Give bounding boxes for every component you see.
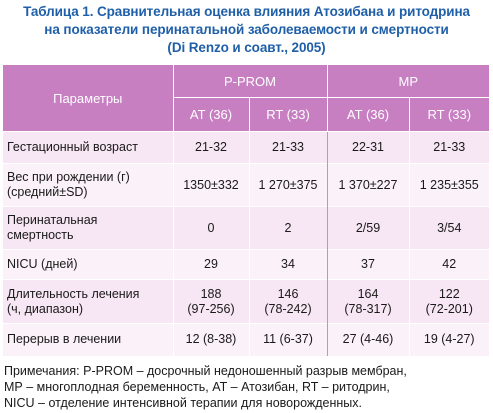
- cell-value: 21-33: [433, 140, 466, 154]
- cell-value: 3/54: [437, 220, 462, 235]
- cell-value: 37: [361, 257, 375, 271]
- header-sub: RT (33): [408, 97, 489, 132]
- header-group-pprom: P-PROM: [172, 65, 327, 98]
- table-row: Перерыв в лечении 12 (8-38) 11 (6-37) 27 (4…: [3, 323, 489, 356]
- cell-value: 0: [207, 220, 215, 235]
- data-table: Параметры P-PROM МР AT (36) RT (33) AT (…: [3, 65, 489, 356]
- row-label-line: (ч, диапазон): [7, 301, 84, 316]
- cell-value: 27 (4-46): [342, 332, 394, 347]
- table-cell: 1 270±375: [248, 163, 327, 207]
- row-label: Длительность лечения (ч, диапазон): [3, 279, 173, 324]
- cell-value: 19 (4-27): [423, 332, 475, 347]
- cell-value: 2: [284, 220, 292, 235]
- table-cell: 27 (4-46): [326, 323, 409, 356]
- footnote-line: NICU – отделение интенсивной терапии для…: [4, 396, 363, 410]
- table-row: Вес при рождении (г) (средний±SD) 1350±332…: [3, 163, 489, 207]
- cell-value: (72-201): [425, 301, 473, 316]
- row-label-line: (средний±SD): [7, 185, 88, 199]
- table-cell: 122 (72-201): [408, 279, 489, 324]
- cell-value: 11 (6-37): [263, 332, 313, 347]
- cell-value: 1 370±227: [338, 177, 398, 192]
- row-label-line: Гестационный возраст: [7, 140, 138, 154]
- header-row-groups: Параметры P-PROM МР: [3, 65, 489, 132]
- row-label: Гестационный возраст: [3, 131, 173, 164]
- cell-value: (97-256): [187, 301, 235, 316]
- header-sub: AT (36): [172, 97, 249, 132]
- cell-value: 1 270±375: [258, 177, 318, 192]
- cell-value: 12 (8-38): [185, 332, 237, 347]
- cell-value: 122: [438, 286, 460, 301]
- table-cell: 146 (78-242): [248, 279, 327, 324]
- table-cell: 42: [408, 249, 489, 280]
- row-label-line: Перинатальная: [7, 213, 98, 227]
- table-cell: 3/54: [408, 206, 489, 250]
- cell-value: 42: [442, 257, 457, 271]
- table-caption: Таблица 1. Сравнительная оценка влияния …: [0, 3, 493, 57]
- table-row: NICU (дней) 29 34 37 42: [3, 249, 489, 280]
- header-sub: RT (33): [248, 97, 327, 132]
- table-cell: 2: [248, 206, 327, 250]
- table-cell: 11 (6-37): [248, 323, 327, 356]
- cell-value: 2/59: [355, 220, 381, 235]
- row-label-line: смертность: [7, 228, 74, 242]
- table-cell: 34: [248, 249, 327, 280]
- table-row: Перинатальная смертность 0 2 2/59 3/54: [3, 206, 489, 250]
- cell-value: 164: [357, 286, 379, 301]
- table-cell: 1350±332: [172, 163, 249, 207]
- table-cell: 21-32: [172, 131, 249, 164]
- table-cell: 22-31: [326, 131, 409, 164]
- row-label-line: Перерыв в лечении: [7, 332, 122, 347]
- cell-value: (78-242): [264, 301, 312, 316]
- cell-value: 146: [277, 286, 299, 301]
- caption-line: Таблица 1. Сравнительная оценка влияния …: [23, 4, 470, 19]
- row-label-line: Вес при рождении (г): [7, 170, 130, 184]
- row-label: Вес при рождении (г) (средний±SD): [3, 163, 173, 207]
- footnote-line: МР – многоплодная беременность, АТ – Ато…: [4, 380, 390, 394]
- row-label-line: NICU (дней): [7, 257, 78, 271]
- cell-value: (78-317): [344, 301, 392, 316]
- table-cell: 21-33: [248, 131, 327, 164]
- header-sub: AT (36): [326, 97, 409, 132]
- table-row: Длительность лечения (ч, диапазон) 188 (97-…: [3, 279, 489, 324]
- cell-value: 188: [200, 286, 222, 301]
- header-params: Параметры: [3, 65, 173, 132]
- table-cell: 2/59: [326, 206, 409, 250]
- cell-value: 1 235±355: [419, 177, 479, 192]
- table-cell: 37: [326, 249, 409, 280]
- cell-value: 1350±332: [183, 177, 239, 192]
- caption-line: (Di Renzo и соавт., 2005): [167, 40, 326, 55]
- table-body: Гестационный возраст 21-32 21-33 22-31 21-33…: [3, 131, 489, 356]
- cell-value: 21-32: [195, 140, 227, 154]
- footnotes: Примечания: P-PROM – досрочный недоношен…: [4, 363, 490, 411]
- table-cell: 12 (8-38): [172, 323, 249, 356]
- table-cell: 21-33: [408, 131, 489, 164]
- cell-value: 29: [204, 257, 218, 271]
- table-cell: 164 (78-317): [326, 279, 409, 324]
- table-cell: 0: [172, 206, 249, 250]
- table-cell: 19 (4-27): [408, 323, 489, 356]
- caption-line: на показатели перинатальной заболеваемос…: [44, 22, 449, 37]
- cell-value: 21-33: [272, 140, 304, 154]
- row-label: Перинатальная смертность: [3, 206, 173, 250]
- cell-value: 34: [281, 257, 295, 271]
- header-group-mp: МР: [326, 65, 489, 98]
- row-label-line: Длительность лечения: [7, 286, 140, 301]
- row-label: NICU (дней): [3, 249, 173, 280]
- table-row: Гестационный возраст 21-32 21-33 22-31 21-33: [3, 131, 489, 164]
- header-row-subgroups: AT (36) RT (33) AT (36) RT (33): [3, 97, 489, 132]
- cell-value: 22-31: [352, 140, 384, 154]
- row-label: Перерыв в лечении: [3, 323, 173, 356]
- table-cell: 1 235±355: [408, 163, 489, 207]
- footnote-line: Примечания: P-PROM – досрочный недоношен…: [4, 364, 407, 378]
- table-cell: 1 370±227: [326, 163, 409, 207]
- table-cell: 188 (97-256): [172, 279, 249, 324]
- table-cell: 29: [172, 249, 249, 280]
